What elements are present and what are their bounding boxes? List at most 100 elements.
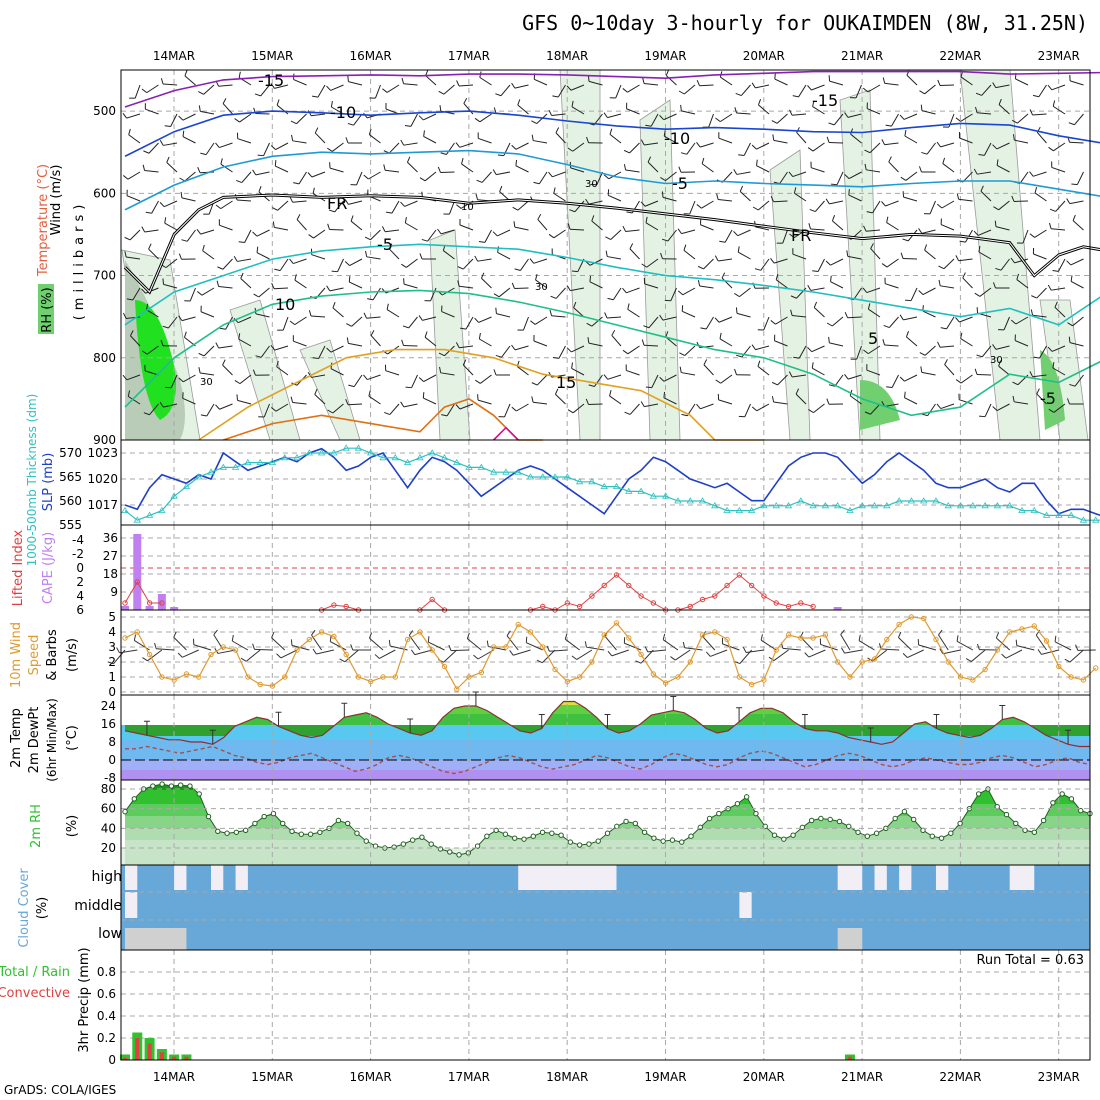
wind-barb-flag	[844, 112, 849, 118]
rh-point	[428, 841, 434, 847]
wind-barb	[533, 401, 548, 405]
wind-barb	[847, 374, 862, 380]
wind-barb-flag	[584, 641, 587, 648]
wind-barb	[904, 397, 918, 405]
wind-barb	[922, 310, 936, 318]
y-tick-label: 0.2	[97, 1031, 116, 1045]
wind-barb	[782, 647, 801, 651]
wind-barb-flag	[1069, 383, 1076, 387]
wind-barb	[866, 169, 881, 173]
wind-barb-flag	[327, 147, 333, 152]
wind-barb-flag	[938, 279, 941, 286]
wind-barb	[330, 84, 344, 91]
wind-barb-flag	[1037, 649, 1042, 655]
wind-barb-flag	[107, 661, 114, 665]
y-tick-label: 60	[101, 802, 116, 816]
wind-barb-flag	[883, 324, 890, 329]
wind-barb	[644, 142, 659, 146]
wind-barb-flag	[506, 630, 511, 637]
wind-barb-flag	[437, 228, 442, 235]
wind-barb-flag	[1047, 84, 1053, 91]
isotherm-15	[198, 348, 764, 441]
wind-barb-flag	[1030, 309, 1034, 316]
rh-point	[484, 833, 490, 839]
wind-barb	[718, 258, 733, 262]
wind-barb-flag	[955, 379, 962, 384]
wind-barb-flag	[202, 244, 205, 251]
wind-barb	[644, 403, 659, 408]
wind-barb-flag	[365, 250, 368, 257]
rh-point	[344, 820, 351, 827]
wind-barb	[812, 142, 825, 152]
rh-shade	[639, 99, 681, 441]
wind-barb	[813, 403, 825, 414]
wind-barb-flag	[386, 303, 389, 310]
wind-barb	[366, 256, 381, 260]
rh-point	[447, 849, 453, 855]
wind-barb-flag	[462, 359, 467, 366]
rh-point	[1078, 807, 1084, 814]
wind-barb-flag	[198, 367, 201, 374]
wind10m-point	[576, 674, 583, 680]
contour-label: 30	[200, 377, 213, 388]
rh-point	[474, 843, 481, 849]
wind-barb-flag	[456, 204, 462, 209]
wind-barb-flag	[1054, 635, 1057, 642]
li-point	[650, 600, 657, 606]
contour-label: -15	[258, 71, 284, 90]
contour-label: 5	[868, 329, 878, 348]
wind-barb	[1015, 316, 1029, 325]
wind-barb-flag	[198, 105, 201, 112]
wind-barb-flag	[678, 90, 685, 95]
wind-barb	[570, 84, 585, 91]
wind-barb	[477, 258, 492, 262]
wind-barb-flag	[314, 388, 318, 395]
thickness-marker	[637, 487, 645, 494]
wind-barb-flag	[996, 159, 999, 166]
contour-label: -5	[1040, 389, 1056, 408]
wind-barb	[940, 345, 955, 348]
y-tick-label: 700	[93, 269, 116, 283]
wind-barb	[662, 316, 677, 321]
temp-band	[121, 760, 1090, 770]
rh-shade-vhigh	[135, 300, 176, 420]
wind-barb-flag	[992, 82, 997, 88]
wind10m-point	[1031, 623, 1037, 629]
wind-barb-flag	[789, 233, 795, 239]
wind-barb-flag	[586, 136, 589, 143]
wind10m-point	[650, 671, 657, 677]
wind-barb-flag	[586, 322, 593, 327]
wind-barb-flag	[973, 230, 979, 236]
wind10m-point	[699, 632, 706, 638]
wind-barb-flag	[178, 315, 183, 321]
wind-barb	[756, 403, 770, 412]
x-tick-label-top: 21MAR	[841, 49, 883, 63]
wind-barb-flag	[182, 130, 185, 137]
wind-barb-flag	[493, 293, 500, 298]
wind-barb	[536, 374, 548, 386]
thickness-marker	[342, 444, 350, 451]
wind-barb-flag	[736, 354, 743, 358]
wind-barb-flag	[1052, 362, 1055, 369]
rh-point	[391, 844, 397, 850]
wind-barb	[167, 316, 178, 329]
rh-point	[400, 841, 407, 847]
rh-point	[1013, 820, 1019, 827]
wind-barb	[718, 137, 733, 144]
wind-barb-flag	[122, 312, 127, 319]
precip-conv-bar	[159, 1052, 164, 1060]
wind-barb-flag	[326, 347, 332, 353]
wind-barb	[462, 258, 474, 270]
wind-barb-flag	[793, 356, 800, 359]
wind-barb-flag	[256, 246, 259, 253]
wind-barb	[245, 649, 261, 662]
wind10m-point	[589, 659, 595, 665]
y-tick-label-li: 6	[76, 603, 84, 617]
wind-barb-flag	[231, 635, 234, 642]
wind-barb-flag	[955, 117, 961, 122]
wind-barb-flag	[425, 69, 429, 76]
thickness-marker	[317, 449, 326, 456]
wind-barb-flag	[939, 648, 944, 655]
wind-barb	[775, 316, 788, 325]
wind10m-point	[822, 632, 829, 638]
